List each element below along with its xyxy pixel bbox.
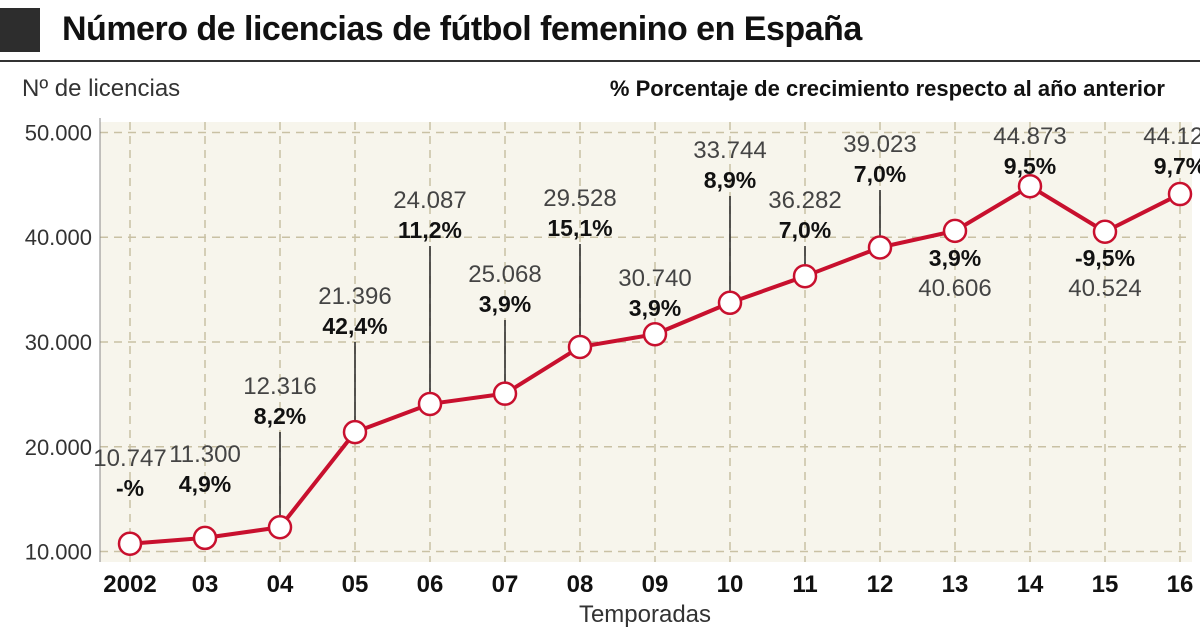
value-label: 44.873 bbox=[993, 123, 1066, 150]
x-tick-label: 13 bbox=[942, 571, 969, 598]
data-point bbox=[117, 531, 143, 556]
x-tick-label: 03 bbox=[192, 571, 219, 598]
growth-label: -9,5% bbox=[1075, 245, 1135, 271]
value-label: 21.396 bbox=[318, 283, 391, 310]
chart-subtitle: % Porcentaje de crecimiento respecto al … bbox=[610, 76, 1166, 101]
value-label: 33.744 bbox=[693, 137, 766, 164]
value-label: 30.740 bbox=[618, 265, 691, 292]
y-tick-label: 50.000 bbox=[25, 120, 92, 145]
y-tick-label: 20.000 bbox=[25, 435, 92, 460]
value-label: 25.068 bbox=[468, 261, 541, 288]
y-tick-label: 40.000 bbox=[25, 225, 92, 250]
growth-label: 3,9% bbox=[929, 245, 981, 271]
data-point bbox=[492, 381, 518, 406]
value-label: 24.087 bbox=[393, 187, 466, 214]
value-label: 29.528 bbox=[543, 185, 616, 212]
x-tick-label: 05 bbox=[342, 571, 369, 598]
y-tick-label: 10.000 bbox=[25, 540, 92, 565]
value-label: 11.300 bbox=[169, 441, 241, 468]
value-label: 12.316 bbox=[243, 373, 316, 400]
growth-label: 9,7% bbox=[1154, 153, 1200, 179]
chart-title: Número de licencias de fútbol femenino e… bbox=[62, 10, 862, 48]
data-point bbox=[642, 321, 668, 347]
x-tick-label: 06 bbox=[417, 571, 444, 598]
x-tick-label: 11 bbox=[792, 571, 817, 598]
x-axis-label: Temporadas bbox=[579, 601, 711, 628]
x-tick-label: 12 bbox=[867, 571, 894, 598]
growth-label: 42,4% bbox=[322, 313, 387, 339]
value-label: 10.747 bbox=[93, 445, 166, 472]
growth-label: 8,9% bbox=[704, 167, 756, 193]
data-point bbox=[192, 525, 218, 551]
x-tick-label: 10 bbox=[717, 571, 744, 598]
data-point bbox=[867, 235, 893, 260]
data-point bbox=[717, 290, 743, 316]
growth-label: 15,1% bbox=[547, 215, 612, 241]
value-label: 40.524 bbox=[1068, 275, 1141, 302]
x-tick-label: 09 bbox=[642, 571, 669, 598]
y-tick-label: 30.000 bbox=[25, 330, 92, 355]
value-label: 39.023 bbox=[843, 131, 916, 158]
data-point bbox=[792, 263, 818, 289]
growth-label: 7,0% bbox=[779, 217, 831, 243]
value-label: 44.123 bbox=[1143, 123, 1200, 150]
title-accent-block bbox=[0, 8, 40, 52]
data-point bbox=[1167, 181, 1193, 207]
data-point bbox=[417, 391, 443, 417]
growth-label: 8,2% bbox=[254, 403, 306, 429]
x-tick-label: 08 bbox=[567, 571, 594, 598]
growth-label: -% bbox=[116, 475, 144, 501]
growth-label: 7,0% bbox=[854, 161, 906, 187]
data-point bbox=[267, 515, 293, 540]
x-tick-label: 2002 bbox=[103, 571, 156, 598]
title-bar: Número de licencias de fútbol femenino e… bbox=[0, 0, 1200, 62]
data-point bbox=[342, 419, 368, 445]
growth-label: 4,9% bbox=[179, 471, 231, 497]
value-label: 36.282 bbox=[768, 187, 841, 214]
growth-label: 3,9% bbox=[479, 291, 531, 317]
data-point bbox=[942, 218, 968, 244]
value-label: 40.606 bbox=[918, 275, 991, 302]
x-tick-label: 04 bbox=[267, 571, 294, 598]
x-tick-label: 14 bbox=[1017, 571, 1044, 598]
growth-label: 3,9% bbox=[629, 295, 681, 321]
data-point bbox=[567, 334, 593, 360]
y-axis-label: Nº de licencias bbox=[22, 75, 180, 102]
data-point bbox=[1017, 173, 1043, 199]
data-point bbox=[1092, 219, 1118, 244]
line-chart: 10.000 20.000 30.000 40.000 50.000 Nº de lice… bbox=[22, 75, 1200, 628]
x-tick-label: 15 bbox=[1092, 571, 1119, 598]
growth-label: 11,2% bbox=[398, 217, 462, 243]
growth-label: 9,5% bbox=[1004, 153, 1056, 179]
x-tick-label: 07 bbox=[492, 571, 519, 598]
x-tick-label: 16 bbox=[1167, 571, 1194, 598]
